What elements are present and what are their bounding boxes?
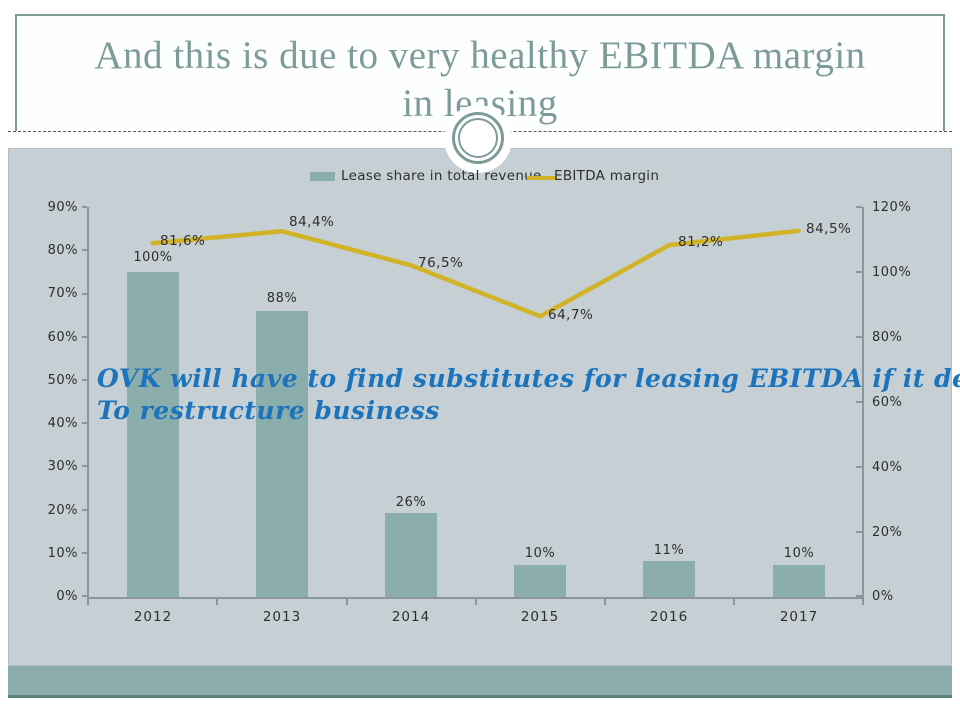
tick [82,206,87,208]
line-data-label: 64,7% [548,307,594,323]
tick [82,336,87,338]
left-axis-label: 70% [47,286,78,301]
bar-data-label: 10% [783,546,815,561]
left-axis-label: 30% [47,459,78,474]
tick [856,466,862,468]
legend-line-swatch [527,176,557,180]
tick [87,599,89,605]
tick [856,336,862,338]
tick [82,465,87,467]
bar-2013 [256,311,308,597]
circle-ornament-inner [458,118,498,158]
left-axis-label: 60% [47,330,78,345]
annotation-line-1: OVK will have to find substitutes for le… [97,364,960,393]
bar-2016 [643,561,695,597]
tick [856,401,862,403]
line-data-label: 84,4% [289,214,335,230]
line-data-label: 81,6% [160,233,206,249]
legend-line-label: EBITDA margin [554,168,660,184]
tick [82,249,87,251]
tick [604,599,606,605]
x-axis-label: 2016 [649,609,689,625]
bottom-band [8,666,952,698]
right-y-axis [862,207,864,599]
right-axis-label: 40% [872,460,903,475]
x-axis-label: 2017 [779,609,819,625]
tick [82,509,87,511]
bar-2014 [385,513,437,597]
tick [216,599,218,605]
legend-bar-swatch [310,172,335,181]
x-axis-label: 2013 [262,609,302,625]
tick [856,531,862,533]
bar-data-label: 11% [653,543,685,558]
left-y-axis [87,207,89,599]
right-axis-label: 120% [872,200,912,215]
right-axis-label: 60% [872,395,903,410]
line-data-label: 84,5% [806,221,852,237]
x-axis-label: 2012 [133,609,173,625]
x-axis-label: 2015 [520,609,560,625]
left-axis-label: 20% [47,503,78,518]
left-axis-label: 0% [56,589,78,604]
left-axis-label: 50% [47,373,78,388]
tick [475,599,477,605]
left-axis-label: 80% [47,243,78,258]
tick [856,271,862,273]
tick [82,552,87,554]
right-axis-label: 100% [872,265,912,280]
tick [862,599,864,605]
line-data-label: 76,5% [418,255,464,271]
annotation-line-2: To restructure business [97,396,440,425]
bar-data-label: 10% [524,546,556,561]
legend-bar-label: Lease share in total revenue [341,168,542,184]
tick [856,206,862,208]
x-axis-label: 2014 [391,609,431,625]
left-axis-label: 90% [47,200,78,215]
left-axis-label: 10% [47,546,78,561]
bar-data-label: 100% [133,250,173,265]
tick [82,595,87,597]
tick [856,595,862,597]
left-axis-label: 40% [47,416,78,431]
bar-data-label: 88% [266,291,298,306]
right-axis-label: 80% [872,330,903,345]
tick [346,599,348,605]
tick [82,293,87,295]
bar-2017 [773,565,825,597]
bar-2012 [127,272,179,597]
tick [82,422,87,424]
right-axis-label: 0% [872,589,894,604]
tick [82,379,87,381]
bar-2015 [514,565,566,597]
line-data-label: 81,2% [678,234,724,250]
right-axis-label: 20% [872,525,903,540]
x-axis [87,597,864,599]
slide-title: And this is due to very healthy EBITDA m… [94,34,866,125]
tick [733,599,735,605]
bar-data-label: 26% [395,495,427,510]
